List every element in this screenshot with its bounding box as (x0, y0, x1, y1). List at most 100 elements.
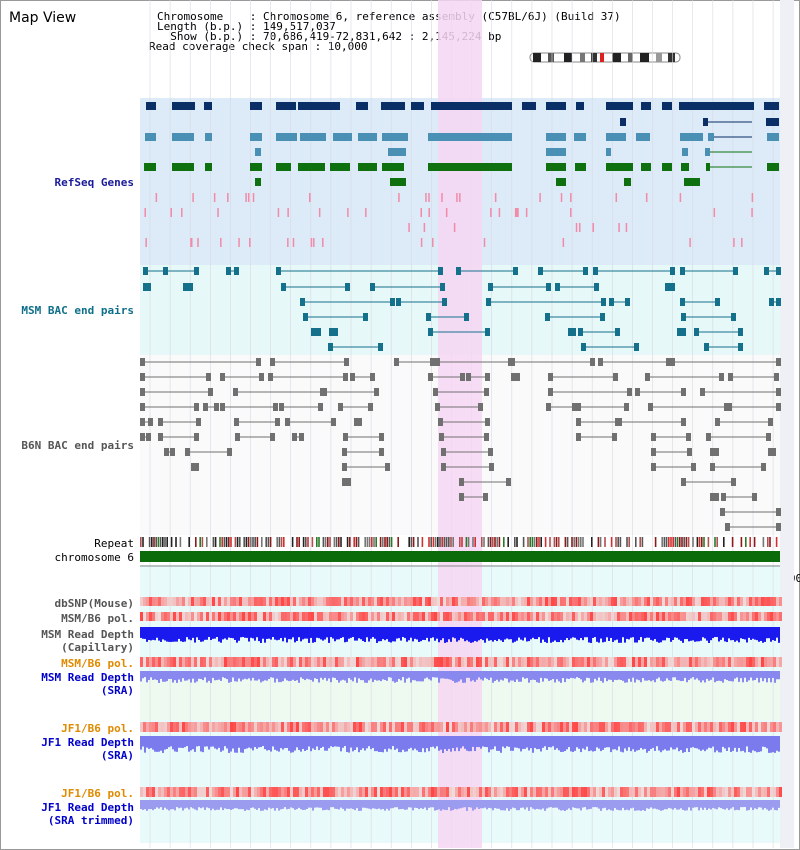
msm-sra-depth-bar (596, 671, 598, 681)
jf1-sra-depth-bar (696, 736, 698, 749)
polymorphism-heat-cell (449, 657, 452, 667)
track-label-msm-read-depth[interactable]: MSM Read Depth (41, 628, 134, 641)
polymorphism-heat-cell (386, 722, 389, 732)
jf1-trimmed-depth-bar (690, 800, 692, 811)
repeat-element (166, 537, 168, 547)
bac-end-marker (766, 433, 771, 441)
polymorphism-heat-cell (722, 657, 725, 667)
jf1-trimmed-depth-bar (302, 800, 304, 810)
jf1-sra-depth-bar (270, 736, 272, 752)
bac-end-marker (538, 267, 543, 275)
jf1-sra-depth-bar (322, 736, 324, 747)
msm-capillary-depth-bar (556, 627, 558, 643)
bac-end-marker (670, 267, 675, 275)
jf1-sra-depth-bar (772, 736, 774, 753)
polymorphism-heat-cell (725, 787, 728, 797)
track-label-msm-b6-pol-sra[interactable]: MSM/B6 pol. (61, 657, 134, 670)
gene-exon (706, 163, 710, 171)
refseq-snp-tick (456, 193, 458, 202)
repeat-element (683, 537, 685, 547)
polymorphism-heat-cell (452, 612, 455, 621)
track-label-jf1-read-depth[interactable]: JF1 Read Depth (41, 736, 134, 749)
msm-capillary-depth-bar (600, 627, 602, 639)
repeat-element (571, 537, 573, 547)
track-label-jf1-b6-pol-trim[interactable]: JF1/B6 pol. (61, 787, 134, 800)
jf1-trimmed-depth-bar (702, 800, 704, 810)
polymorphism-heat-cell (380, 657, 383, 667)
jf1-sra-depth-bar (736, 736, 738, 752)
jf1-sra-depth-bar (248, 736, 250, 748)
polymorphism-heat-cell (455, 597, 458, 606)
polymorphism-heat-cell (614, 722, 617, 732)
polymorphism-heat-cell (563, 722, 566, 732)
polymorphism-heat-cell (218, 657, 221, 667)
track-label-b6n-bac[interactable]: B6N BAC end pairs (21, 439, 134, 452)
jf1-sra-depth-bar (592, 736, 594, 752)
polymorphism-heat-cell (176, 722, 179, 732)
track-label-msm-bac[interactable]: MSM BAC end pairs (21, 304, 134, 317)
msm-capillary-depth-bar (280, 627, 282, 639)
jf1-sra-depth-bar (606, 736, 608, 748)
polymorphism-heat-cell (515, 612, 518, 621)
polymorphism-heat-cell (707, 722, 710, 732)
track-label-dbsnp[interactable]: dbSNP(Mouse) (54, 597, 134, 610)
msm-sra-depth-bar (388, 671, 390, 678)
jf1-sra-depth-bar (260, 736, 262, 748)
track-label-refseq[interactable]: RefSeq Genes (54, 176, 134, 189)
msm-sra-depth-bar (300, 671, 302, 678)
msm-capillary-depth-bar (308, 627, 310, 643)
msm-sra-depth-bar (384, 671, 386, 680)
polymorphism-heat-cell (398, 787, 401, 797)
polymorphism-heat-cell (314, 657, 317, 667)
jf1-sra-depth-bar (760, 736, 762, 752)
bac-end-marker (158, 433, 163, 441)
track-label-jf1-read-depth-trim[interactable]: JF1 Read Depth (41, 801, 134, 814)
polymorphism-heat-cell (494, 787, 497, 797)
bac-end-marker (442, 298, 447, 306)
track-label-jf1-b6-pol[interactable]: JF1/B6 pol. (61, 722, 134, 735)
msm-capillary-depth-bar (160, 627, 162, 642)
msm-sra-depth-bar (314, 671, 316, 679)
chromosome-ideogram[interactable] (528, 52, 683, 64)
jf1-trimmed-depth-bar (352, 800, 354, 810)
polymorphism-heat-cell (347, 787, 350, 797)
polymorphism-heat-cell (566, 787, 569, 797)
msm-sra-depth-bar (230, 671, 232, 682)
msm-sra-depth-bar (622, 671, 624, 681)
bac-end-marker (344, 358, 349, 366)
polymorphism-heat-cell (395, 597, 398, 606)
msm-capillary-depth-bar (752, 627, 754, 639)
bac-end-marker (143, 267, 148, 275)
repeat-element (412, 537, 415, 547)
jf1-sra-depth-bar (162, 736, 164, 753)
jf1-sra-depth-bar (530, 736, 532, 749)
msm-sra-depth-bar (346, 671, 348, 683)
jf1-trimmed-depth-bar (196, 800, 198, 811)
refseq-snp-tick (560, 193, 563, 202)
jf1-sra-depth-bar (392, 736, 394, 747)
jf1-sra-depth-bar (346, 736, 348, 753)
msm-sra-depth-bar (546, 671, 548, 679)
jf1-sra-depth-bar (436, 736, 438, 747)
polymorphism-heat-cell (380, 612, 383, 621)
polymorphism-heat-cell (635, 657, 638, 667)
track-label-msm-read-depth-sra[interactable]: MSM Read Depth (41, 671, 134, 684)
jf1-sra-depth-bar (244, 736, 246, 750)
polymorphism-heat-cell (419, 612, 422, 621)
track-label-msm-b6-pol[interactable]: MSM/B6 pol. (61, 612, 134, 625)
polymorphism-heat-cell (173, 597, 176, 606)
msm-sra-depth-bar (638, 671, 640, 681)
chromosome-bar (140, 551, 780, 562)
polymorphism-heat-cell (206, 787, 209, 797)
gene-exon (330, 163, 350, 171)
msm-capillary-depth-bar (352, 627, 354, 638)
jf1-sra-depth-bar (208, 736, 210, 750)
msm-capillary-depth-bar (564, 627, 566, 641)
refseq-snp-tick (213, 193, 216, 202)
polymorphism-heat-cell (653, 612, 656, 621)
msm-sra-depth-bar (586, 671, 588, 678)
polymorphism-heat-cell (287, 722, 290, 732)
polymorphism-heat-cell (758, 657, 761, 667)
msm-capillary-depth-bar (476, 627, 478, 642)
